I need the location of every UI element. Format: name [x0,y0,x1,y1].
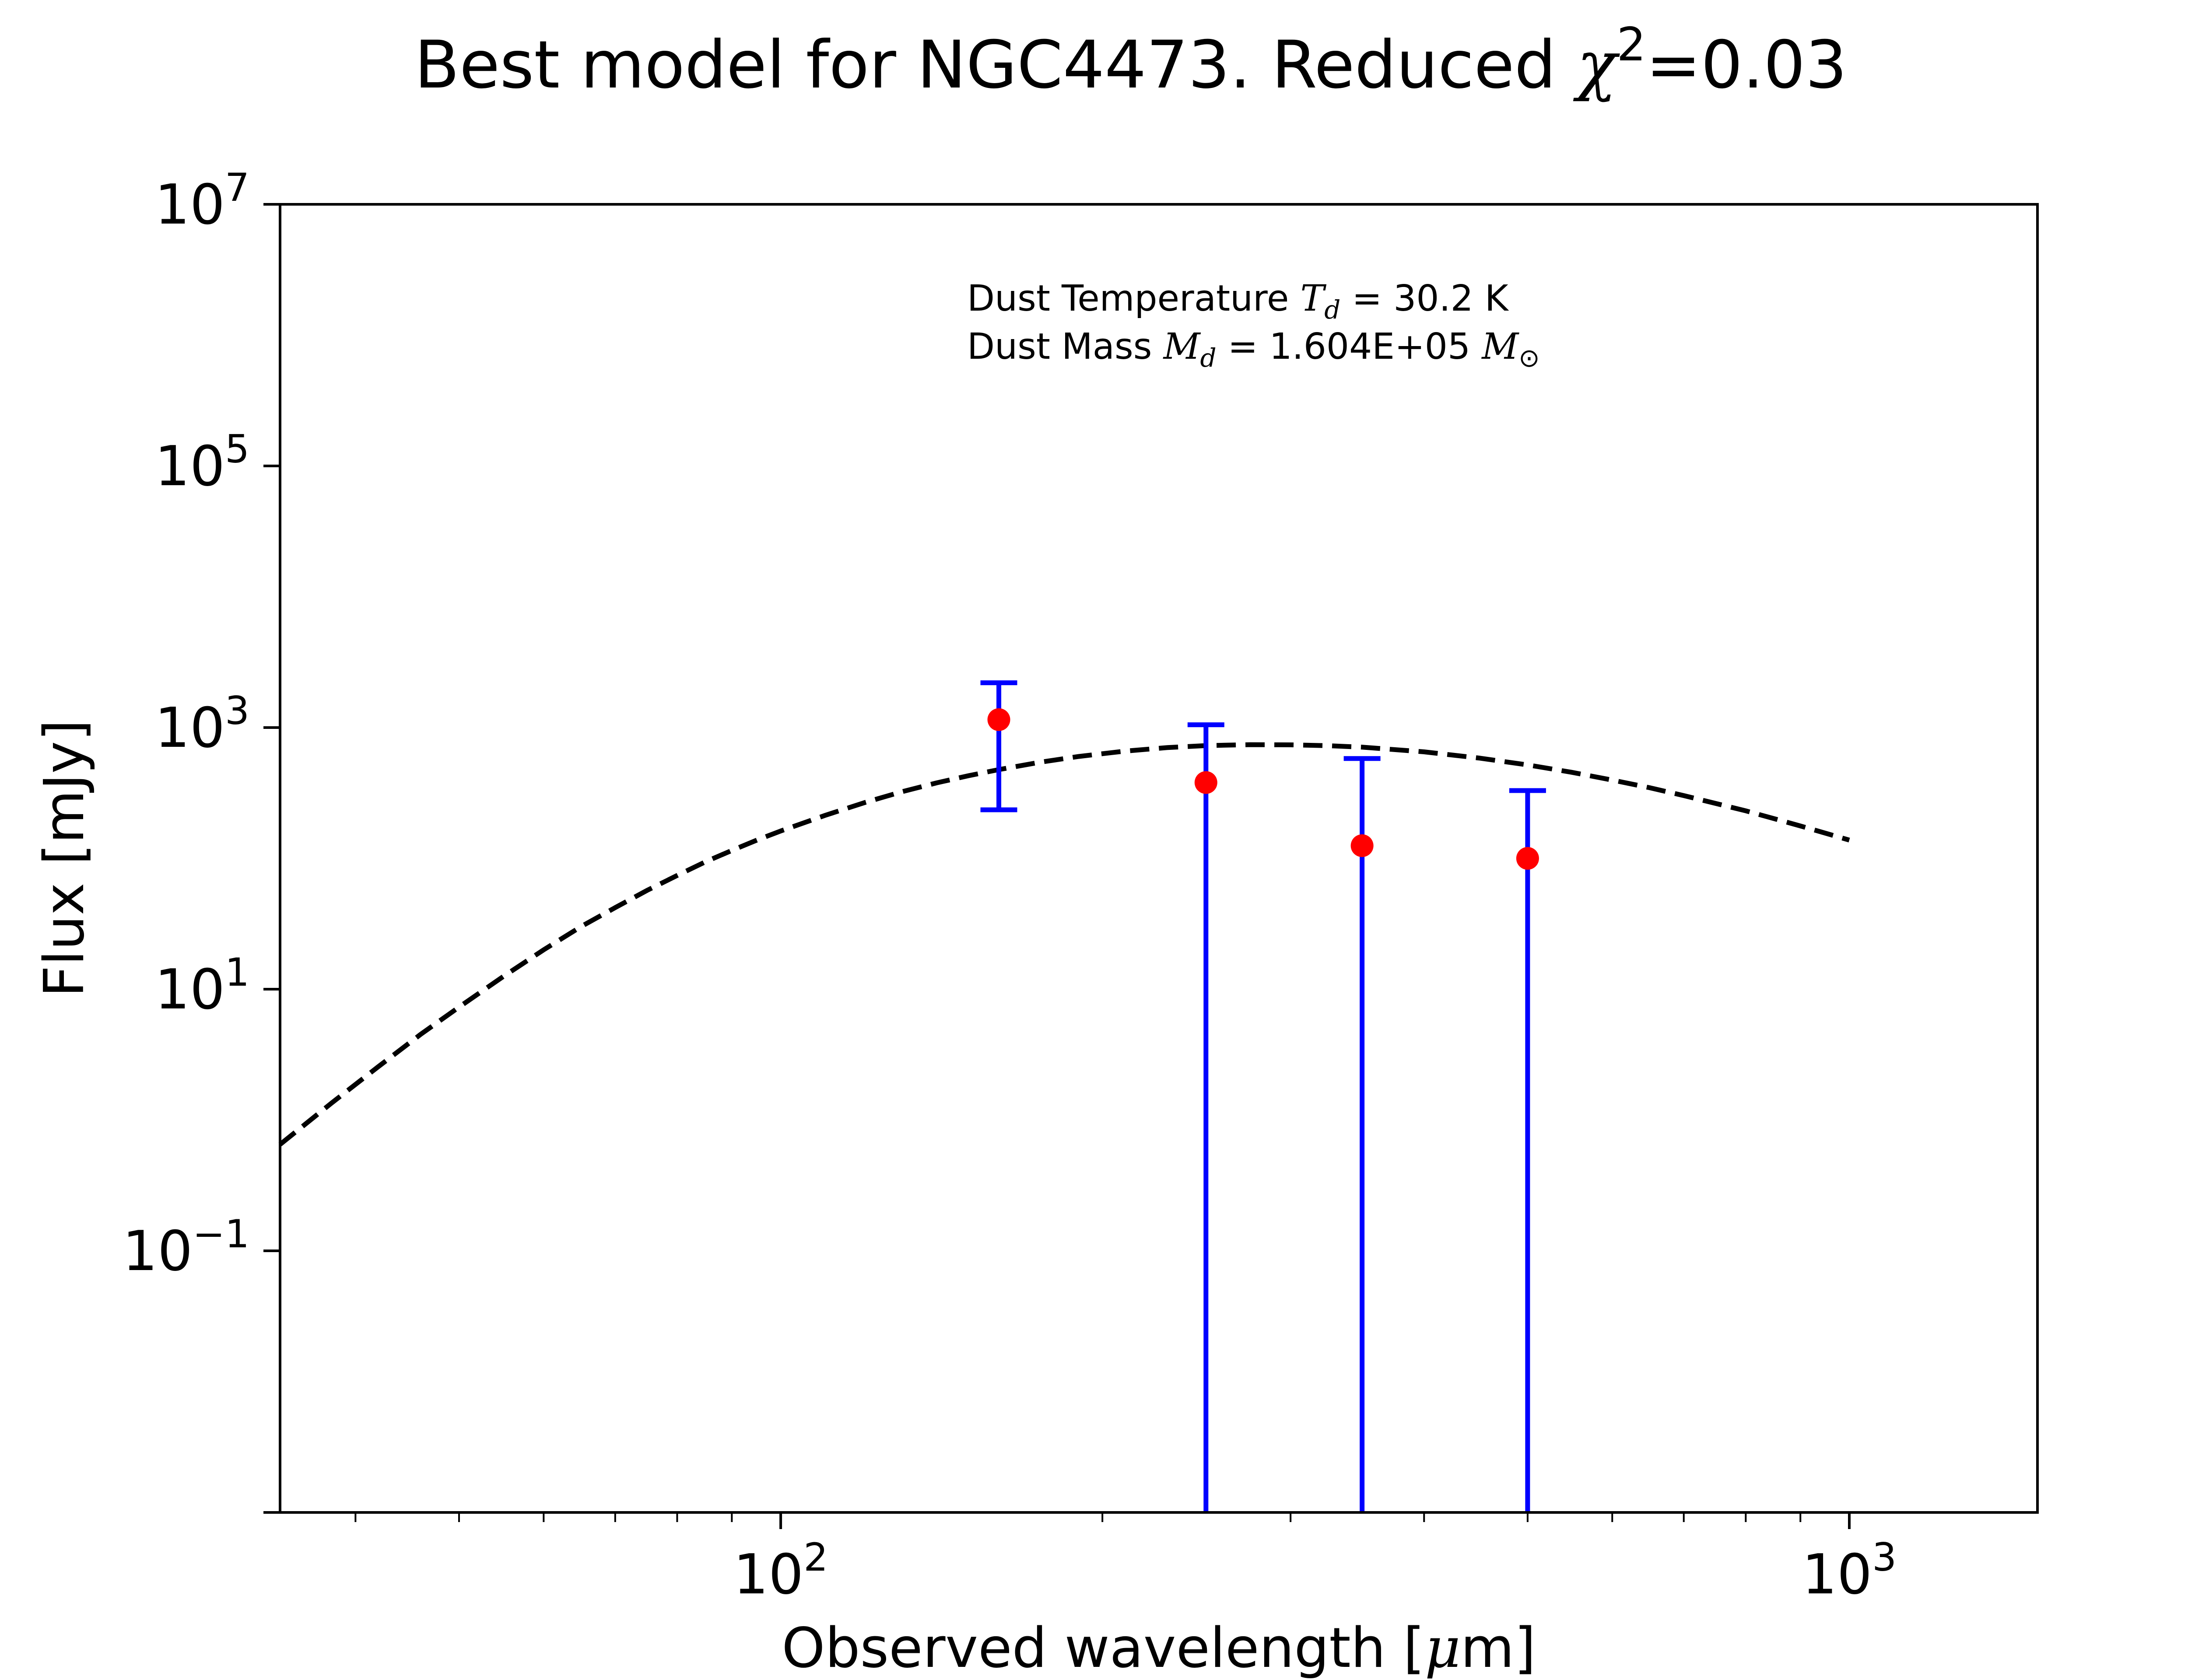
data-point [987,708,1010,731]
x-tick-label: 103 [1802,1535,1897,1606]
data-point [1194,771,1217,794]
y-tick-label-base: 10 [123,1219,193,1283]
y-tick-label-base: 10 [155,957,225,1022]
y-axis-label: Flux [mJy] [32,720,96,998]
annotation-mass-subscript: d [1200,343,1217,373]
chart-title-chi: χ [1573,27,1620,103]
x-tick-label: 102 [733,1535,828,1606]
y-tick-label-exponent: −1 [193,1211,249,1256]
chart-title-chi-exponent: 2 [1616,18,1646,71]
annotation-temperature-symbol: T [1301,278,1327,319]
chart-title-suffix: =0.03 [1646,27,1847,103]
x-axis-label-mu: μ [1425,1616,1461,1680]
y-tick-label: 101 [155,950,249,1022]
chart-title: Best model for NGC4473. Reduced χ2=0.03 [414,18,1847,103]
y-tick-label: 107 [155,165,249,237]
x-tick-label-base: 10 [1802,1542,1872,1606]
annotation-temperature-prefix: Dust Temperature [967,278,1301,319]
x-axis-label-prefix: Observed wavelength [ [782,1616,1424,1680]
annotation-mass-unit-subscript: ⊙ [1518,343,1540,373]
annotation-temperature-subscript: d [1324,295,1340,325]
x-axis-label-suffix: m] [1461,1616,1536,1680]
x-tick-label-exponent: 2 [803,1535,828,1580]
y-tick-label: 105 [155,427,249,498]
annotation-mass-prefix: Dust Mass [967,326,1164,368]
data-point [1516,847,1539,870]
annotation-mass-unit-symbol: M [1481,326,1519,368]
y-tick-label-exponent: 5 [225,427,249,472]
y-tick-label-exponent: 3 [225,688,249,733]
annotation-mass-symbol: M [1163,326,1201,368]
x-axis-label: Observed wavelength [μm] [782,1616,1536,1680]
data-point [1350,834,1374,858]
x-tick-label-base: 10 [733,1542,803,1606]
y-tick-label: 10−1 [123,1211,249,1283]
annotation-mass-value: = 1.604E+05 [1217,326,1482,368]
annotation-temperature-value: = 30.2 K [1340,278,1509,319]
y-tick-label-base: 10 [155,434,225,498]
y-tick-label-exponent: 7 [225,165,249,210]
data-points-layer [980,680,1546,1512]
model-curve-line [278,742,1850,1147]
annotation-dust-temperature: Dust Temperature Td = 30.2 K [967,278,1509,325]
annotation-dust-mass: Dust Mass Md = 1.604E+05 M⊙ [967,326,1540,373]
y-tick-label-base: 10 [155,696,225,760]
plot-frame [279,203,2039,1514]
y-tick-label-exponent: 1 [225,950,249,995]
x-tick-label-exponent: 3 [1872,1535,1897,1580]
y-tick-label-base: 10 [155,172,225,237]
model-curve-layer [278,742,1850,1147]
chart-title-prefix: Best model for NGC4473. Reduced [414,27,1577,103]
y-tick-label: 103 [155,688,249,760]
